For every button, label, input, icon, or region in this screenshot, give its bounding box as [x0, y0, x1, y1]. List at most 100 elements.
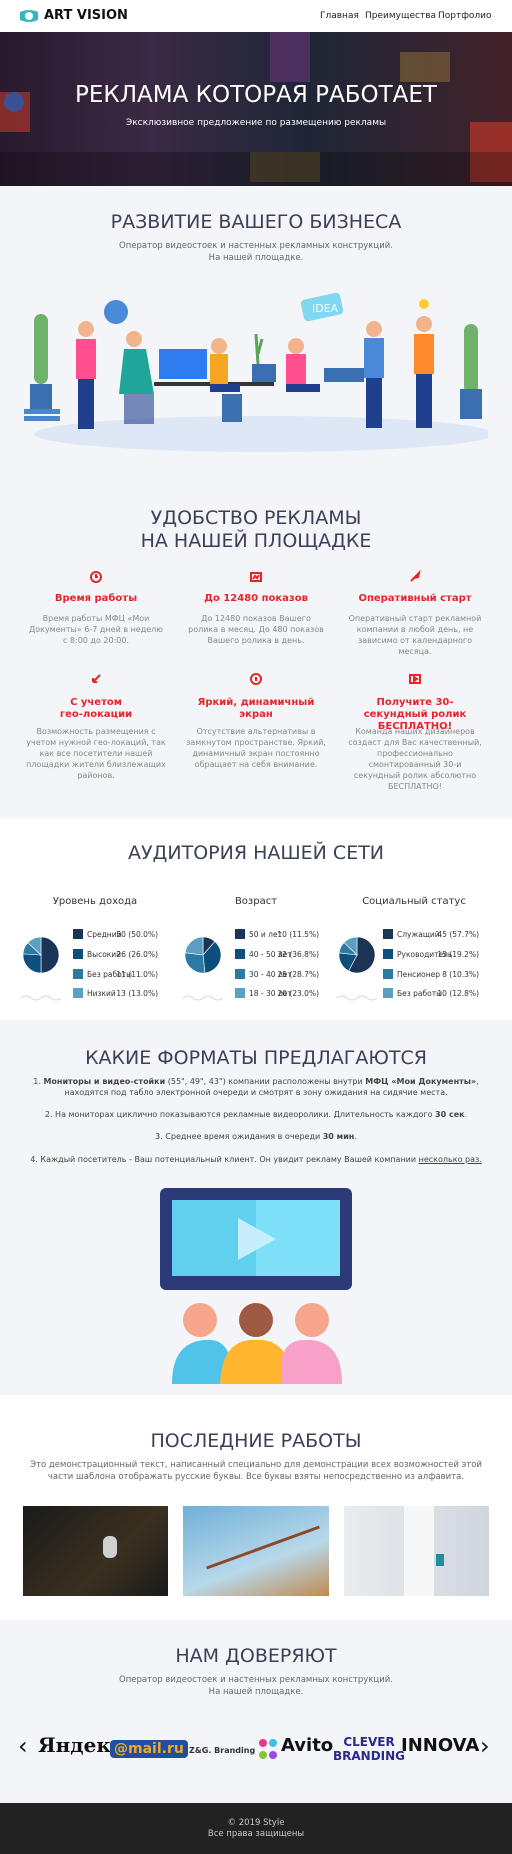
pie-slice — [40, 936, 60, 974]
feature-text: Команда наших дизайнеров создаст для Вас… — [348, 727, 482, 791]
legend-value: 32 (36.8%) — [277, 950, 319, 959]
legend-value: 15 (19.2%) — [437, 950, 479, 959]
feature-title: С учетом гео-локации — [59, 697, 133, 720]
footer: © 2019 Style Все права защищены — [0, 1803, 512, 1854]
legend-label: Без работы — [87, 970, 132, 979]
pie-slice — [27, 936, 42, 956]
legend-swatch — [73, 929, 83, 939]
legend-swatch — [383, 988, 393, 998]
work-photo[interactable] — [183, 1506, 329, 1596]
partner-logo: Z&G. Branding — [189, 1746, 256, 1755]
section-title: КАКИЕ ФОРМАТЫ ПРЕДЛАГАЮТСЯ — [85, 1047, 427, 1069]
pie-slice — [184, 936, 204, 956]
feature-icon — [409, 674, 421, 684]
carousel-prev[interactable]: ‹ — [18, 1732, 28, 1760]
legend-value: 11 (11.0%) — [116, 970, 158, 979]
hero: РЕКЛАМА КОТОРАЯ РАБОТАЕТ Эксклюзивное пр… — [0, 32, 512, 186]
copyright: © 2019 Style — [227, 1818, 285, 1828]
partner-logo: CLEVER BRANDING — [333, 1735, 406, 1763]
feature-icon — [250, 572, 262, 582]
format-text: 30 мин — [322, 1132, 355, 1141]
section-title: ПОСЛЕДНИЕ РАБОТЫ — [150, 1430, 362, 1452]
legend-label: Пенсионер — [397, 970, 440, 979]
chart-title: Уровень дохода — [53, 896, 137, 907]
feature-icon — [92, 674, 101, 683]
legend-swatch — [73, 988, 83, 998]
legend-swatch — [383, 949, 393, 959]
legend-swatch — [235, 929, 245, 939]
feature-title: Получите 30-секундный ролик БЕСПЛАТНО! — [363, 697, 467, 732]
section-title: РАЗВИТИЕ ВАШЕГО БИЗНЕСА — [110, 211, 402, 233]
team-illustration: IDEA — [24, 292, 488, 452]
decor-wave — [336, 995, 378, 1001]
partner-logo: @mail.ru — [110, 1740, 188, 1758]
legend-value: 26 (26.0%) — [116, 950, 158, 959]
partner-logo: Avito — [281, 1735, 334, 1756]
format-item: 4. Каждый посетитель - Ваш потенциальный… — [26, 1154, 486, 1165]
legend-swatch — [235, 969, 245, 979]
work-photo[interactable] — [344, 1506, 489, 1596]
format-text: 2. На мониторах циклично показываются ре… — [44, 1110, 436, 1119]
icon-shape — [410, 570, 421, 582]
nav-link[interactable]: Портфолио — [438, 11, 492, 21]
icon-shape — [409, 674, 421, 684]
format-text: , находятся под табло электронной очеред… — [64, 1077, 479, 1097]
section-title: НАМ ДОВЕРЯЮТ — [175, 1645, 337, 1667]
icon-shape — [250, 673, 262, 685]
legend-label: 30 - 40 лет — [249, 970, 292, 979]
decor-wave — [182, 995, 224, 1001]
pie-slice — [348, 936, 376, 974]
legend-swatch — [383, 929, 393, 939]
feature-icon — [410, 570, 421, 582]
legend-value: 45 (57.7%) — [437, 930, 479, 939]
pie-slice — [202, 941, 222, 974]
icon-shape — [250, 572, 262, 582]
brand[interactable]: ART VISION — [44, 8, 128, 23]
pie-slice — [184, 952, 206, 974]
partner-logo: Яндекс — [38, 1733, 123, 1757]
logo-dots — [259, 1739, 277, 1759]
carousel-next[interactable]: › — [480, 1732, 490, 1760]
feature-text: Отсутствие альтернативы в замкнутом прос… — [186, 727, 326, 769]
navbar: ART VISION Главная Преимущества Портфоли… — [0, 0, 512, 32]
illustration-label: IDEA — [312, 302, 339, 315]
legend-value: 50 (50.0%) — [116, 930, 158, 939]
legend-label: Низкий — [87, 989, 116, 998]
feature-text: Возможность размещения с учетом нужной г… — [26, 727, 166, 780]
section-title: УДОБСТВО РЕКЛАМЫ НА НАШЕЙ ПЛОЩАДКЕ — [140, 507, 372, 552]
section-bg — [0, 1620, 512, 1803]
legend-value: 20 (23.0%) — [277, 989, 319, 998]
section-text: Оператор видеостоек и настенных рекламны… — [119, 241, 393, 263]
legend-swatch — [73, 969, 83, 979]
work-photo[interactable] — [23, 1506, 168, 1596]
format-text: 30 сек — [435, 1110, 465, 1119]
legend-value: 13 (13.0%) — [116, 989, 158, 998]
format-item: 1. Мониторы и видео-стойки (55", 49", 43… — [26, 1076, 486, 1098]
legend-value: 10 (11.5%) — [277, 930, 319, 939]
format-text: . — [464, 1110, 468, 1119]
section-bg — [0, 186, 512, 818]
legend-swatch — [383, 969, 393, 979]
hero-subtitle: Эксклюзивное предложение по размещению р… — [125, 118, 387, 128]
legend-swatch — [235, 988, 245, 998]
hero-background — [0, 32, 512, 186]
nav-link[interactable]: Главная — [320, 11, 359, 21]
section-title: АУДИТОРИЯ НАШЕЙ СЕТИ — [127, 842, 385, 864]
legend-swatch — [235, 949, 245, 959]
legend-label: Руководитель — [397, 950, 452, 959]
feature-text: Оперативный старт рекламной компании в л… — [348, 614, 482, 656]
nav-link[interactable]: Преимущества — [365, 11, 437, 21]
feature-text: До 12480 показов Вашего ролика в месяц. … — [188, 614, 324, 645]
chart-title: Возраст — [235, 896, 277, 907]
legend-label: Без работы — [397, 989, 442, 998]
format-text: МФЦ «Мои Документы» — [365, 1077, 477, 1086]
icon-shape — [92, 674, 101, 683]
feature-icon — [90, 571, 102, 583]
legend-label: 40 - 50 лет — [249, 950, 292, 959]
format-text: 3. Среднее время ожидания в очереди — [155, 1132, 323, 1141]
feature-title: Оперативный старт — [358, 593, 472, 604]
hero-title: РЕКЛАМА КОТОРАЯ РАБОТАЕТ — [75, 82, 437, 108]
partner-logo: INNOVA — [401, 1735, 480, 1756]
